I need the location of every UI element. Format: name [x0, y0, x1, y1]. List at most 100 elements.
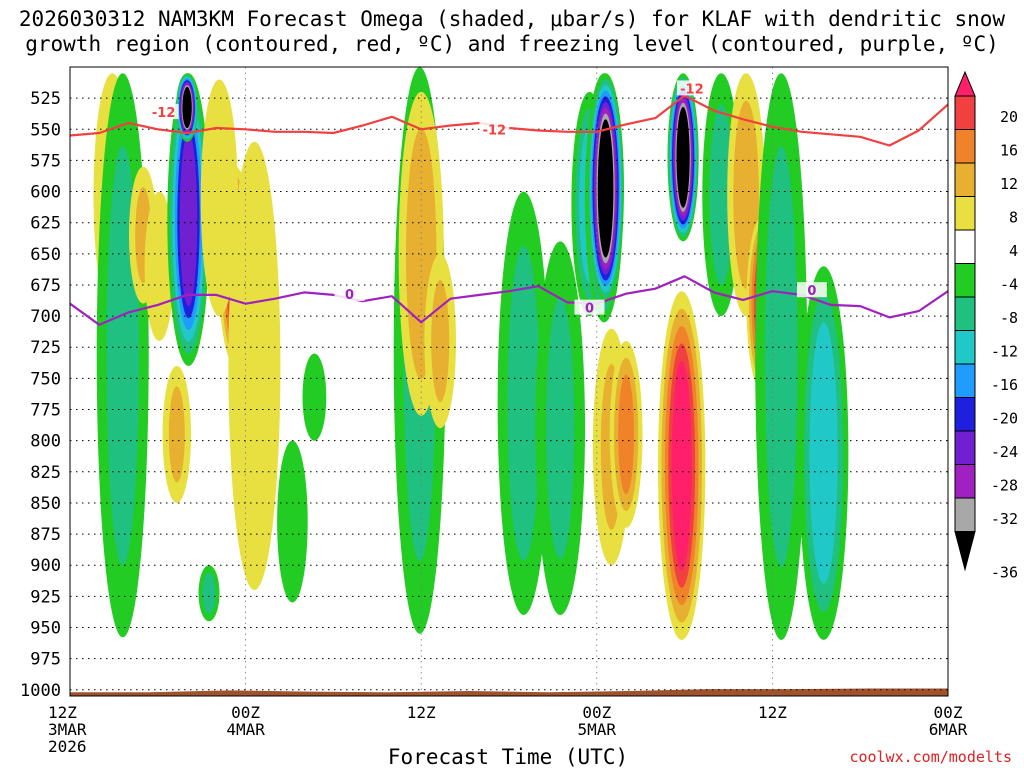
omega-shade [546, 297, 575, 559]
x-tick-label: 6MAR [929, 720, 968, 739]
omega-cell [667, 73, 699, 242]
omega-shade [277, 440, 308, 603]
omega-cell [162, 365, 191, 503]
omega-cell [167, 73, 210, 366]
y-tick-label: 775 [30, 401, 61, 421]
colorbar-label: -4 [1000, 276, 1018, 294]
contour-label: 0 [585, 302, 594, 317]
omega-cell [198, 565, 220, 622]
colorbar-label: 16 [1000, 142, 1018, 160]
y-tick-label: 875 [30, 525, 61, 545]
y-tick-label: 550 [30, 120, 61, 140]
x-tick-label: 00Z [934, 703, 963, 722]
y-tick-label: 750 [30, 369, 61, 389]
colorbar-label: -28 [991, 477, 1018, 495]
omega-cell [302, 353, 327, 441]
omega-shade [202, 572, 216, 614]
omega-shading-layer [93, 67, 849, 640]
colorbar-swatch [954, 196, 976, 231]
colorbar-label: -36 [991, 564, 1018, 582]
omega-cell [176, 73, 199, 142]
colorbar-label: -32 [991, 510, 1018, 528]
omega-shade [228, 141, 281, 591]
contour-label-bg [334, 285, 365, 301]
plot-frame [69, 66, 949, 697]
omega-cell [96, 73, 149, 638]
colorbar-swatch [954, 162, 976, 197]
colorbar-swatch [954, 363, 976, 398]
contour-label-bg [574, 299, 605, 315]
contour-label: -12 [680, 82, 704, 97]
colorbar-swatch [954, 229, 976, 264]
colorbar-label: -8 [1000, 309, 1018, 327]
omega-cell [277, 440, 308, 603]
y-tick-label: 575 [30, 151, 61, 171]
omega-shade [676, 106, 690, 208]
x-tick-label: 2026 [48, 737, 87, 756]
contour-label-bg [676, 80, 707, 96]
omega-shade [618, 374, 634, 495]
x-tick-label: 12Z [48, 703, 77, 722]
y-tick-label: 600 [30, 183, 61, 203]
omega-shade [179, 133, 198, 307]
omega-shade [507, 245, 540, 561]
contour-label: -12 [152, 106, 176, 121]
omega-cell [755, 73, 808, 640]
omega-shade [302, 353, 327, 441]
colorbar-label: 8 [1009, 209, 1018, 227]
contour-label: -12 [483, 124, 507, 139]
omega-shade [431, 280, 450, 402]
omega-cell [424, 253, 457, 429]
y-tick-label: 1000 [20, 681, 61, 701]
y-tick-label: 625 [30, 214, 61, 234]
contour-label-bg [796, 282, 827, 298]
colorbar-label: 12 [1000, 175, 1018, 193]
x-tick-label: 5MAR [578, 720, 617, 739]
omega-shade [764, 146, 798, 568]
omega-cell [535, 241, 585, 615]
omega-shade [200, 79, 238, 317]
colorbar: 20 16 12 8 4 -4 -8 -12 -16 -20 -24 -28 -32 -36 [954, 70, 1018, 582]
y-tick-label: 925 [30, 587, 61, 607]
omega-cell [200, 79, 238, 317]
x-tick-label: 00Z [582, 703, 611, 722]
colorbar-label: -12 [991, 343, 1018, 361]
y-tick-label: 800 [30, 432, 61, 452]
y-tick-label: 825 [30, 463, 61, 483]
y-tick-label: 975 [30, 650, 61, 670]
y-tick-label: 850 [30, 494, 61, 514]
omega-cell [144, 191, 174, 341]
contour-label-bg [479, 121, 510, 137]
contour-label: 0 [807, 284, 816, 299]
colorbar-swatch [954, 263, 976, 298]
colorbar-label: -20 [991, 410, 1018, 428]
colorbar-swatch [954, 430, 976, 465]
y-tick-label: 525 [30, 89, 61, 109]
chart-title-line-2: growth region (contoured, red, ºC) and f… [25, 32, 999, 56]
colorbar-swatch [954, 464, 976, 499]
colorbar-swatch [954, 497, 976, 532]
omega-cell [798, 266, 849, 640]
y-tick-label: 650 [30, 245, 61, 265]
omega-shade [144, 191, 174, 341]
y-axis-pressure: 525 550 575 600 625 650 675 700 725 750 775 800 825 8… [20, 89, 61, 701]
credit-text: coolwx.com/modelts [849, 748, 1012, 766]
y-tick-label: 700 [30, 307, 61, 327]
contour-label-bg [148, 104, 179, 120]
omega-shade [671, 361, 692, 571]
x-tick-label: 4MAR [226, 720, 265, 739]
omega-cell [609, 341, 643, 528]
x-tick-label: 12Z [758, 703, 787, 722]
omega-shade [597, 119, 614, 258]
omega-shade [709, 104, 734, 285]
omega-shade [168, 386, 185, 483]
colorbar-swatch [954, 330, 976, 365]
omega-cell [587, 73, 624, 304]
ground-layer [70, 688, 948, 696]
x-axis-label: Forecast Time (UTC) [388, 745, 628, 768]
omega-cell [658, 291, 706, 640]
omega-shade [809, 322, 838, 584]
y-tick-label: 900 [30, 556, 61, 576]
